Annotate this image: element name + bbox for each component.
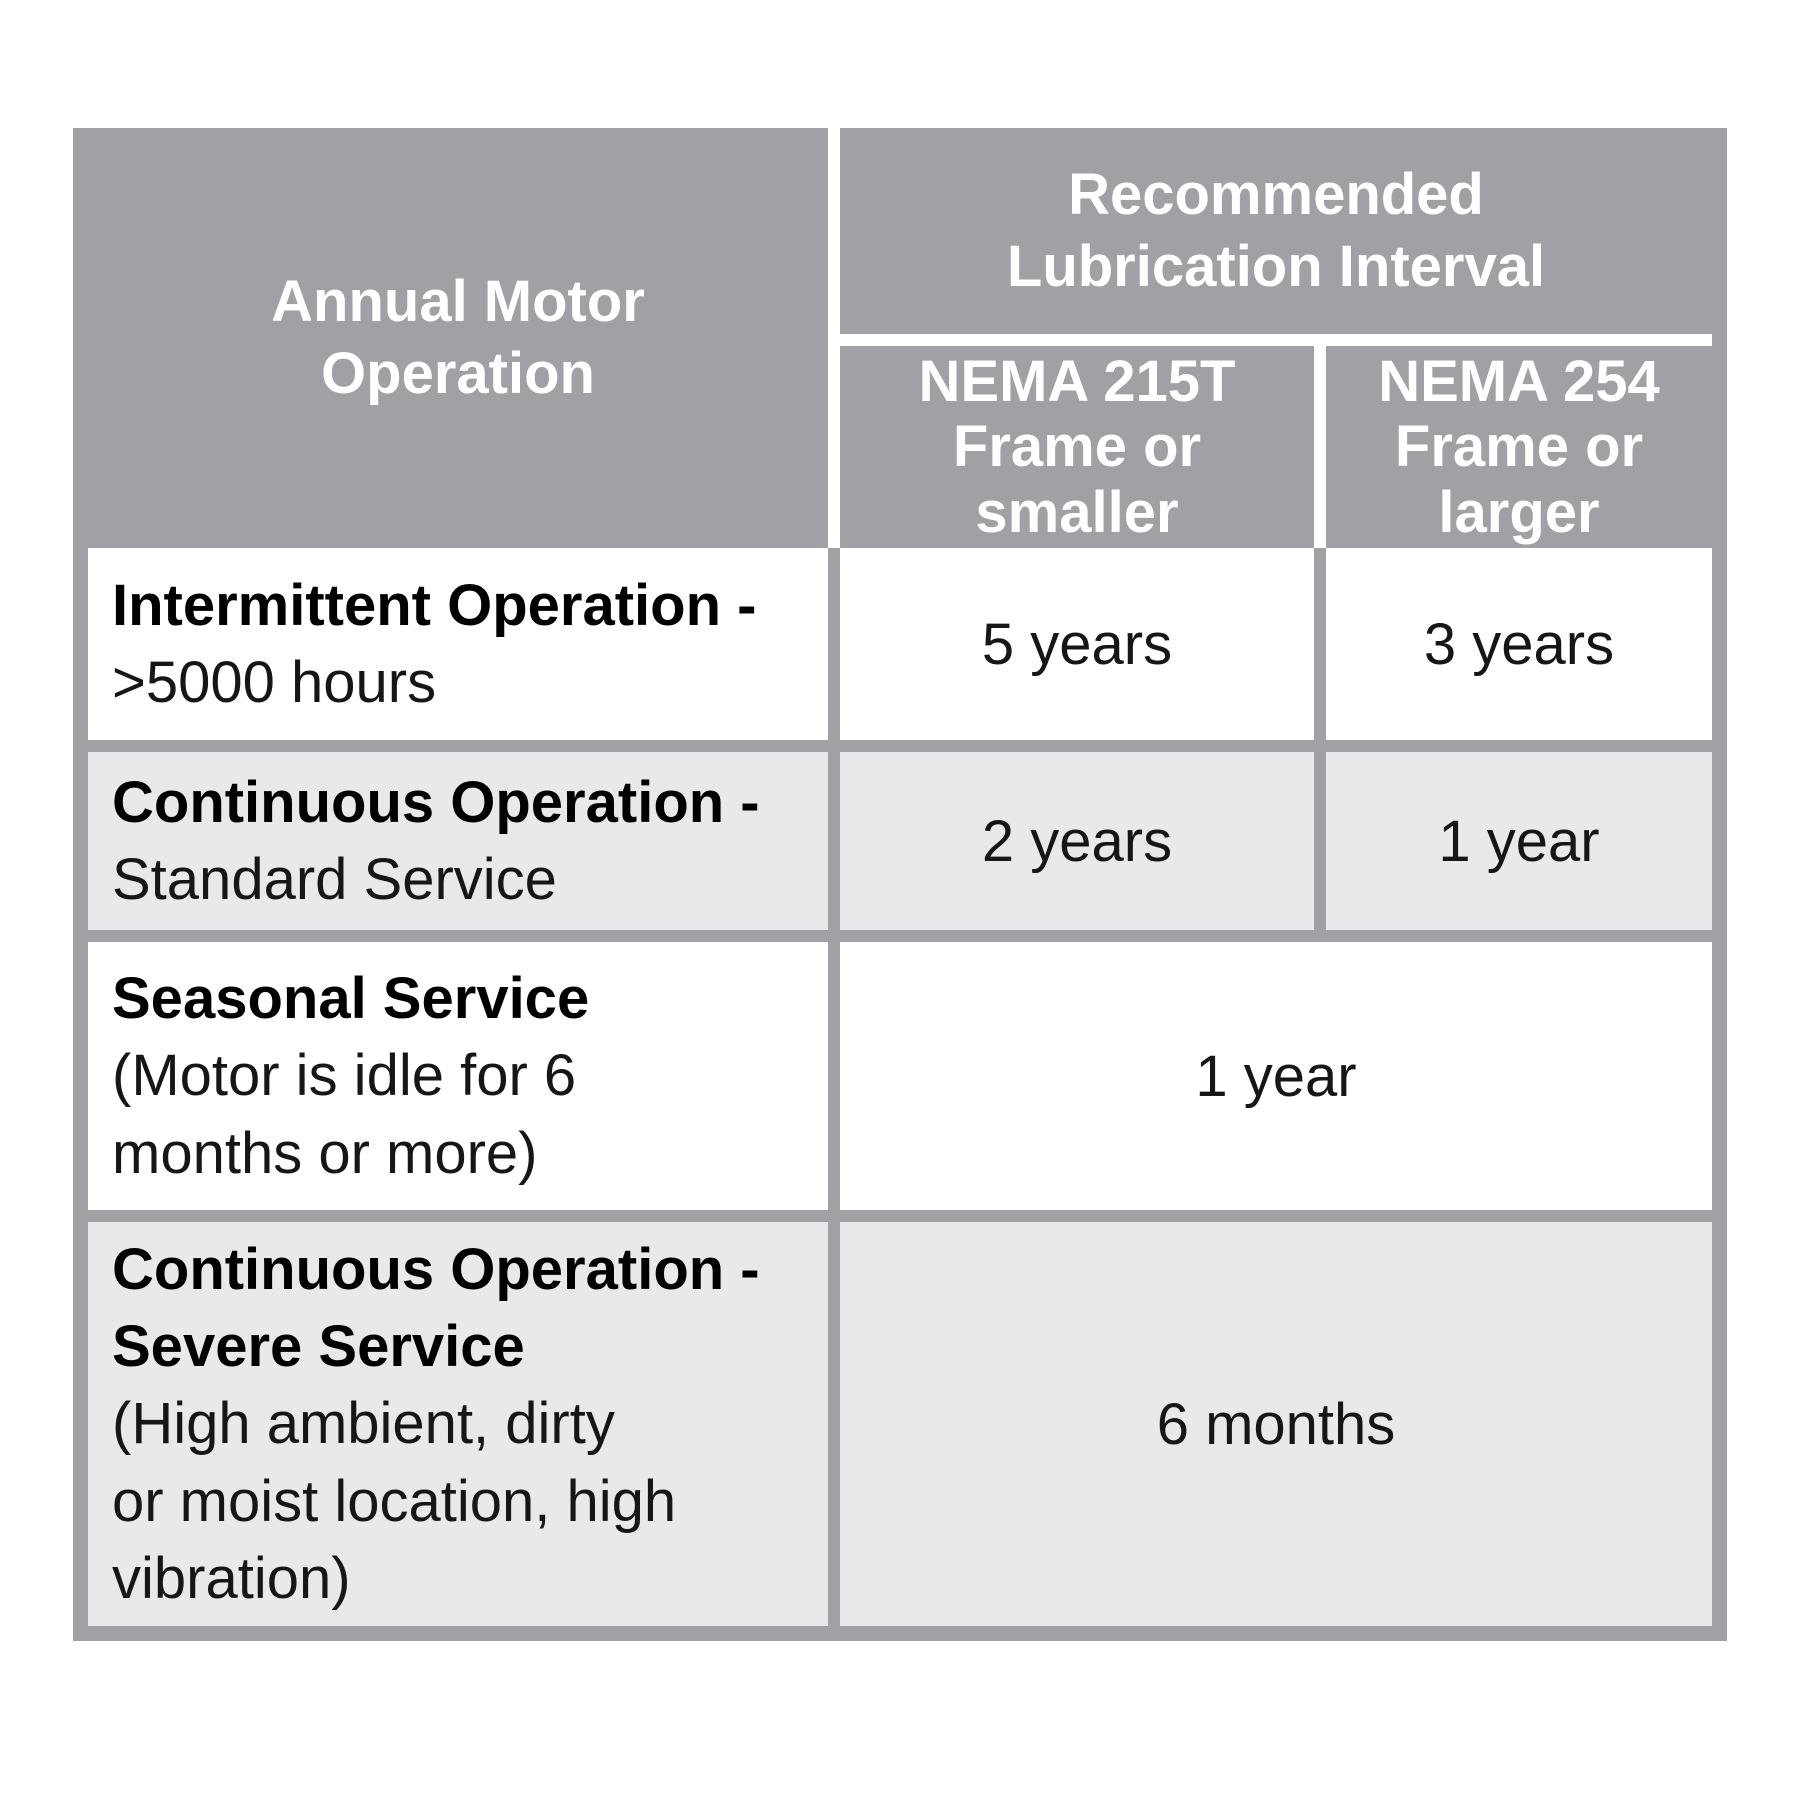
row-label-detail: Standard Service [112,847,557,912]
header-recommended-lubrication-interval: Recommended Lubrication Interval [1006,161,1546,300]
table-body: Intermittent Operation - >5000 hours 5 y… [88,548,1712,1626]
row-label-detail: >5000 hours [112,650,437,715]
row-label-intermittent-operation: Intermittent Operation - >5000 hours [88,548,828,740]
row-label-bold: Continuous Operation - Severe Service [112,1237,760,1380]
cell-seasonal-merged-value: 1 year [840,942,1712,1210]
cell-continuous-standard-nema-large: 1 year [1326,752,1712,930]
header-horizontal-divider [840,334,1712,346]
row-label-continuous-severe: Continuous Operation - Severe Service (H… [88,1222,828,1626]
cell-severe-merged-value: 6 months [840,1222,1712,1626]
lubrication-interval-table: Annual Motor Operation Recommended Lubri… [73,128,1727,1641]
cell-continuous-standard-nema-small: 2 years [840,752,1314,930]
header-nema-215t-frame-or-smaller: NEMA 215T Frame or smaller [918,348,1236,545]
header-annual-motor-operation: Annual Motor Operation [271,268,645,407]
header-vertical-divider [828,128,840,548]
row-label-bold: Continuous Operation - [112,769,760,835]
row-label-bold: Seasonal Service [112,966,590,1032]
row-label-detail: (Motor is idle for 6 months or more) [112,1043,577,1186]
row-label-continuous-standard: Continuous Operation - Standard Service [88,752,828,930]
header-nema-254-frame-or-larger: NEMA 254 Frame or larger [1378,348,1660,545]
table-header: Annual Motor Operation Recommended Lubri… [88,128,1712,548]
cell-intermittent-nema-large: 3 years [1326,548,1712,740]
cell-intermittent-nema-small: 5 years [840,548,1314,740]
header-subcolumn-divider [1314,346,1326,548]
row-label-bold: Intermittent Operation - [112,572,757,638]
row-label-seasonal-service: Seasonal Service (Motor is idle for 6 mo… [88,942,828,1210]
row-label-detail: (High ambient, dirty or moist location, … [112,1391,677,1611]
